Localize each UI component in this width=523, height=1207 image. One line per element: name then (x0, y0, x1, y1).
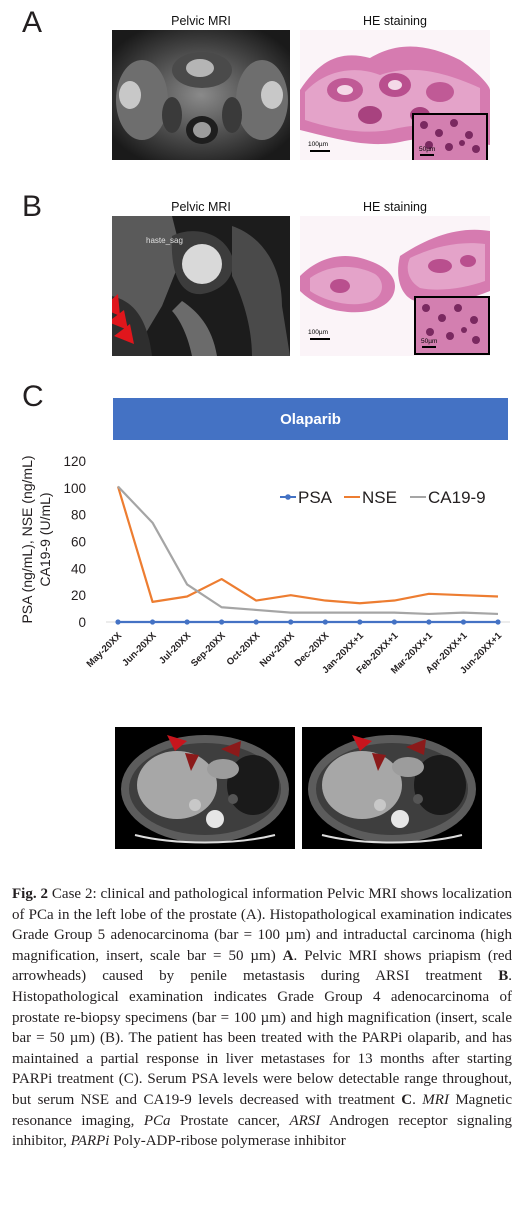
panel-b-red-arrowheads (112, 294, 134, 344)
caption-fig-label: Fig. 2 (12, 886, 48, 902)
red-arrowhead-icon (372, 753, 386, 771)
y-axis-title-line2: CA19-9 (U/mL) (37, 492, 53, 586)
caption-abbr-pca: PCa (143, 1112, 171, 1129)
panel-a-he-inset: 50µm (412, 113, 488, 160)
panel-a-scale-bar (310, 150, 330, 152)
panel-b-mri-overlay-label: haste_sag (146, 236, 183, 245)
x-tick-label: May-20XX (85, 630, 125, 670)
psa-data-point (149, 619, 156, 625)
x-tick-label: Nov-20XX (258, 630, 298, 670)
panel-a-mri-image (112, 30, 290, 160)
caption-abbr-arsi-def: Androgen receptor signaling inhibitor, (12, 1112, 512, 1150)
red-arrowhead-icon (112, 310, 128, 330)
caption-text-2: . Pelvic MRI shows priapism (red arrowhe… (12, 947, 512, 985)
caption-ref-b: B (498, 968, 509, 985)
y-tick-label: 100 (63, 481, 86, 496)
y-tick-label: 60 (71, 535, 86, 550)
caption-text-1: Case 2: clinical and pathological inform… (12, 886, 512, 964)
caption-abbr-mri: MRI (422, 1091, 449, 1108)
legend-label: CA19-9 (428, 488, 486, 507)
y-tick-label: 80 (71, 508, 86, 523)
caption-abbr-mri-def: Magnetic resonance imaging, (12, 1091, 512, 1129)
panel-a-scale-label: 100µm (308, 141, 329, 148)
panel-b-inset-scale-label: 50µm (421, 338, 438, 345)
series-line-ca19-9 (117, 485, 499, 616)
psa-data-point (219, 619, 225, 625)
red-arrowhead-icon (352, 735, 372, 751)
panel-b-mri-title: Pelvic MRI (171, 200, 231, 214)
y-tick-label: 40 (71, 561, 86, 576)
panel-b-inset-scale-bar (422, 346, 436, 348)
x-tick-label: Jun-20XX (120, 630, 159, 669)
panel-b-scale-bar (310, 338, 330, 340)
red-arrowhead-icon (112, 294, 120, 316)
red-arrowhead-icon (406, 739, 426, 755)
chart-legend: PSA NSE CA19-9 (280, 488, 486, 507)
panel-a-he-title: HE staining (363, 14, 427, 28)
panel-b-he-inset: 50µm (414, 296, 490, 355)
marker-line-chart: PSA (ng/mL), NSE (ng/mL) CA19-9 (U/mL) 0 2… (19, 454, 510, 677)
y-axis-title-line1: PSA (ng/mL), NSE (ng/mL) (19, 455, 35, 623)
x-axis-ticks: May-20XXJun-20XXJul-20XXSep-20XXOct-20XX… (85, 630, 505, 677)
caption-ref-a: A (282, 947, 294, 964)
olaparib-label: Olaparib (280, 410, 341, 428)
panel-a-he-image: 100µm 50µm (300, 30, 490, 160)
panel-label-c: C (22, 380, 44, 413)
panel-a-inset-scale-bar (420, 154, 434, 156)
caption-abbr-arsi: ARSI (289, 1112, 321, 1129)
ct-image-left (115, 727, 295, 849)
psa-data-point (391, 619, 397, 625)
panel-label-a: A (22, 6, 43, 39)
caption-abbr-pca-def: Prostate cancer, (170, 1112, 290, 1129)
y-axis-title: PSA (ng/mL), NSE (ng/mL) CA19-9 (U/mL) (19, 455, 53, 623)
psa-data-point (322, 619, 328, 625)
psa-data-point (357, 619, 363, 625)
psa-data-point (495, 619, 501, 625)
legend-marker (285, 494, 291, 500)
caption-text-3: . Histopathological examination indicate… (12, 968, 512, 1108)
y-axis-ticks: 0 20 40 60 80 100 120 (63, 454, 86, 630)
psa-data-point (426, 619, 432, 625)
caption-abbr-parpi: PARPi (70, 1133, 110, 1150)
panel-b-mri-image: haste_sag (112, 216, 290, 356)
psa-data-point (115, 619, 121, 625)
caption-ref-c: C (401, 1091, 413, 1108)
panel-b-he-image: 100µm 50µm (300, 216, 490, 356)
series-line-nse (116, 486, 499, 605)
ct-image-right (302, 727, 482, 849)
panel-a-inset-scale-label: 50µm (419, 146, 436, 153)
y-tick-label: 120 (63, 454, 86, 469)
panel-b-scale-label: 100µm (308, 329, 329, 336)
y-tick-label: 0 (78, 615, 86, 630)
figure-caption: Fig. 2 Case 2: clinical and pathological… (12, 884, 512, 1152)
caption-text-4: . (412, 1091, 423, 1108)
red-arrowhead-icon (167, 735, 187, 751)
red-arrowhead-icon (185, 753, 199, 771)
psa-data-point (253, 619, 259, 625)
psa-data-point (460, 619, 467, 625)
caption-abbr-parpi-def: Poly-ADP-ribose polymerase inhibitor (109, 1133, 346, 1150)
panel-a-mri-title: Pelvic MRI (171, 14, 231, 28)
panel-b-he-title: HE staining (363, 200, 427, 214)
red-arrowhead-icon (114, 324, 134, 344)
panel-label-b: B (22, 190, 43, 223)
series-lines (115, 485, 501, 625)
x-tick-label: Sep-20XX (189, 630, 228, 669)
legend-label: PSA (298, 488, 333, 507)
psa-data-point (184, 619, 190, 625)
legend-label: NSE (362, 488, 397, 507)
y-tick-label: 20 (71, 588, 86, 603)
red-arrowhead-icon (221, 741, 241, 757)
ct-right-arrowheads (352, 735, 426, 771)
ct-left-arrowheads (167, 735, 241, 771)
psa-data-point (288, 619, 294, 625)
olaparib-treatment-bar: Olaparib (113, 398, 508, 440)
